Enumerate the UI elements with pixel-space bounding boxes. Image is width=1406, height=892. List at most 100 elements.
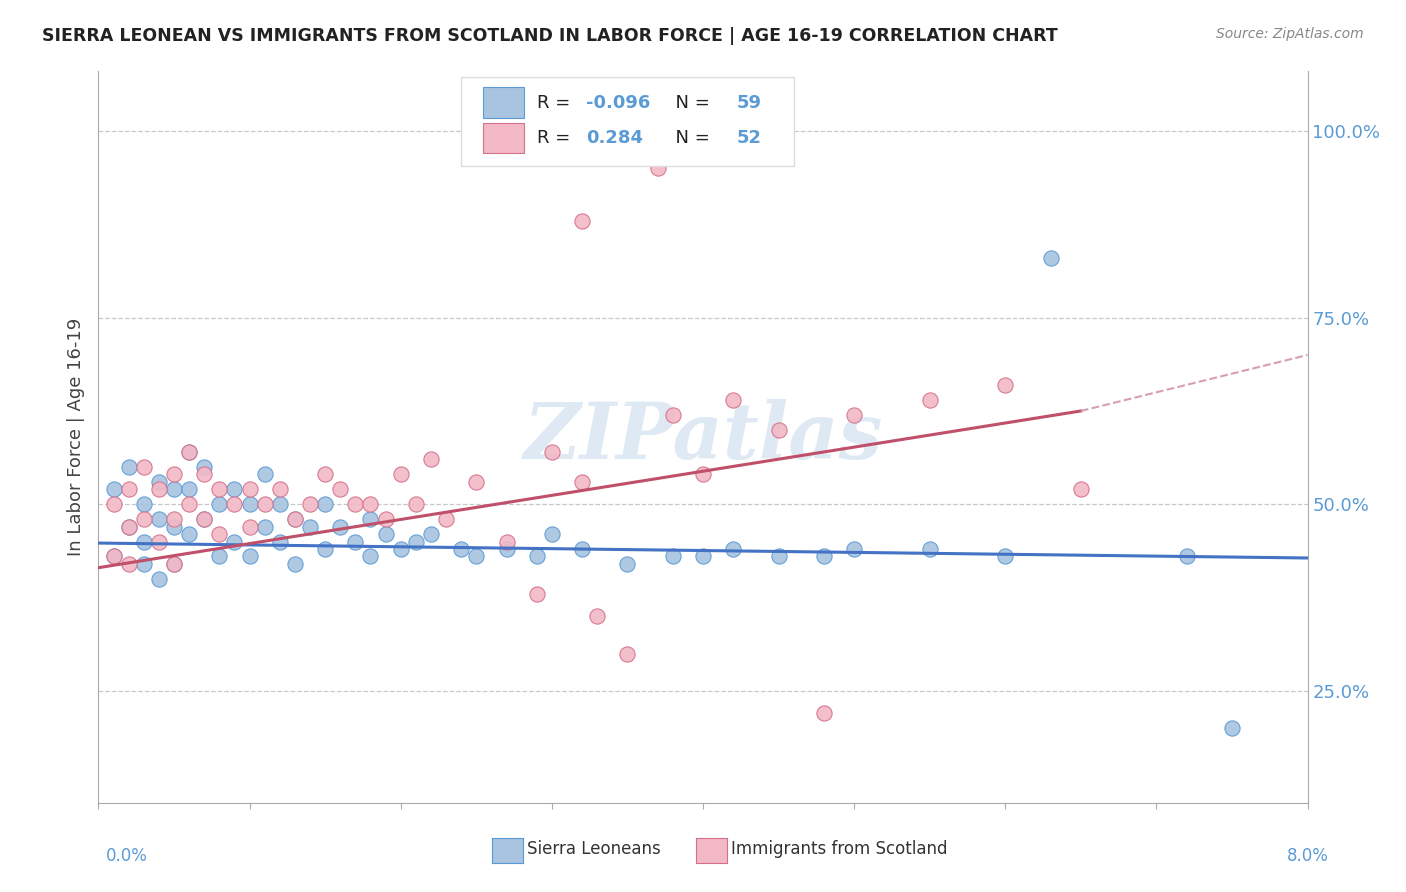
Point	[103, 483, 125, 497]
Point	[179, 527, 201, 541]
Point	[239, 519, 262, 533]
Point	[918, 392, 941, 407]
Point	[299, 497, 322, 511]
Point	[1220, 721, 1243, 735]
Text: ZIPatlas: ZIPatlas	[523, 399, 883, 475]
Point	[118, 519, 141, 533]
Point	[299, 519, 322, 533]
Point	[465, 549, 488, 564]
Point	[526, 549, 548, 564]
Point	[405, 534, 427, 549]
Point	[163, 519, 186, 533]
Point	[163, 512, 186, 526]
Point	[389, 467, 412, 482]
Point	[1175, 549, 1198, 564]
FancyBboxPatch shape	[461, 78, 793, 167]
Point	[1070, 483, 1092, 497]
Point	[193, 459, 215, 474]
Point	[193, 512, 215, 526]
Point	[132, 557, 155, 571]
Point	[723, 392, 745, 407]
Point	[118, 459, 141, 474]
Point	[571, 475, 593, 489]
Text: 59: 59	[737, 94, 762, 112]
Point	[647, 161, 669, 176]
Point	[239, 483, 262, 497]
Point	[314, 542, 336, 557]
Point	[224, 534, 246, 549]
Point	[1039, 251, 1062, 265]
Point	[179, 445, 201, 459]
Point	[148, 534, 170, 549]
Point	[193, 512, 215, 526]
Point	[179, 445, 201, 459]
Point	[540, 445, 562, 459]
Point	[465, 475, 488, 489]
Point	[661, 408, 683, 422]
Point	[813, 706, 835, 721]
Point	[208, 549, 231, 564]
Point	[208, 483, 231, 497]
Point	[374, 512, 396, 526]
Point	[239, 497, 262, 511]
Point	[148, 512, 170, 526]
Point	[118, 519, 141, 533]
Point	[994, 377, 1017, 392]
Point	[360, 549, 382, 564]
Point	[163, 467, 186, 482]
Point	[616, 647, 638, 661]
Y-axis label: In Labor Force | Age 16-19: In Labor Force | Age 16-19	[66, 318, 84, 557]
Text: Immigrants from Scotland: Immigrants from Scotland	[731, 840, 948, 858]
Text: N =: N =	[664, 129, 716, 147]
Point	[314, 467, 336, 482]
Text: R =: R =	[537, 129, 582, 147]
Point	[284, 512, 307, 526]
Point	[148, 572, 170, 586]
Point	[163, 557, 186, 571]
Point	[253, 497, 276, 511]
Point	[284, 557, 307, 571]
Text: Source: ZipAtlas.com: Source: ZipAtlas.com	[1216, 27, 1364, 41]
Point	[692, 467, 714, 482]
Point	[239, 549, 262, 564]
Point	[132, 534, 155, 549]
Point	[269, 497, 291, 511]
Point	[224, 497, 246, 511]
Point	[253, 467, 276, 482]
Point	[844, 408, 866, 422]
Point	[269, 534, 291, 549]
Text: N =: N =	[664, 94, 716, 112]
Point	[224, 483, 246, 497]
Point	[450, 542, 472, 557]
Point	[616, 557, 638, 571]
Point	[571, 213, 593, 227]
Point	[723, 542, 745, 557]
Point	[148, 475, 170, 489]
Point	[994, 549, 1017, 564]
Point	[360, 497, 382, 511]
Point	[118, 557, 141, 571]
Text: R =: R =	[537, 94, 576, 112]
Text: Sierra Leoneans: Sierra Leoneans	[527, 840, 661, 858]
Point	[269, 483, 291, 497]
Point	[314, 497, 336, 511]
Point	[344, 497, 367, 511]
Point	[586, 609, 609, 624]
Point	[284, 512, 307, 526]
Point	[813, 549, 835, 564]
Point	[420, 527, 443, 541]
Point	[208, 527, 231, 541]
Point	[389, 542, 412, 557]
FancyBboxPatch shape	[482, 122, 524, 153]
Point	[329, 519, 352, 533]
Text: 0.0%: 0.0%	[105, 847, 148, 865]
Point	[253, 519, 276, 533]
Point	[103, 549, 125, 564]
FancyBboxPatch shape	[482, 87, 524, 118]
Point	[360, 512, 382, 526]
Point	[132, 459, 155, 474]
Point	[540, 527, 562, 541]
Point	[132, 497, 155, 511]
Point	[374, 527, 396, 541]
Point	[163, 557, 186, 571]
